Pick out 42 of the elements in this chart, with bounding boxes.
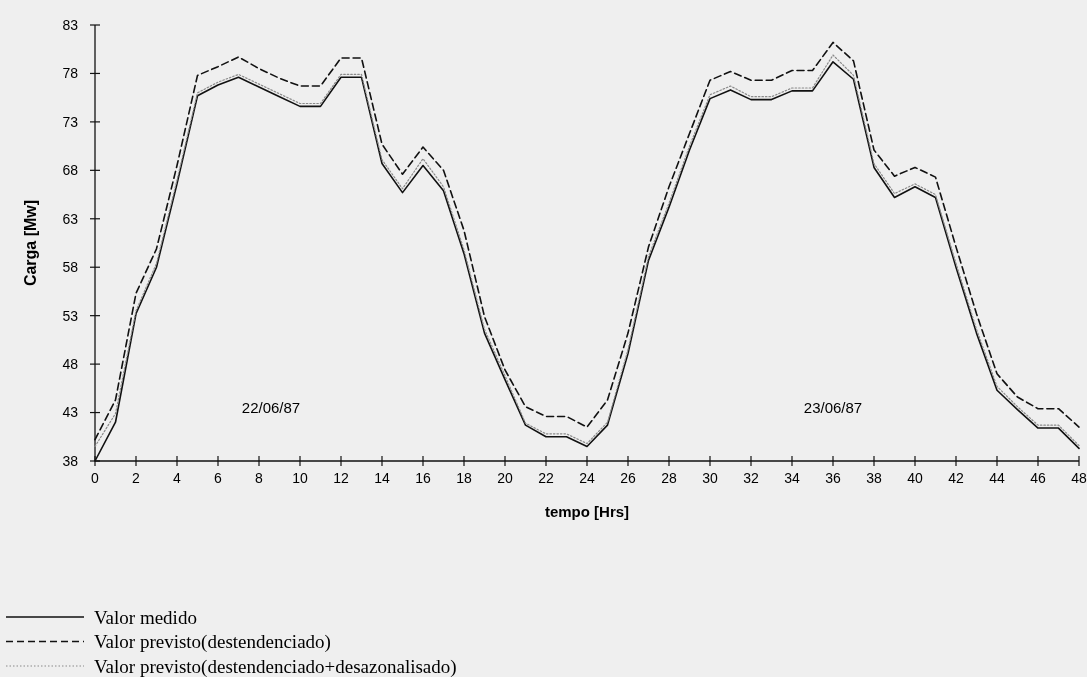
x-tick-label: 42 (948, 470, 964, 486)
x-tick-label: 32 (743, 470, 759, 486)
y-tick-label: 48 (62, 356, 79, 373)
x-tick-label: 20 (497, 470, 513, 486)
x-tick-label: 44 (989, 470, 1005, 486)
x-tick-label: 10 (292, 470, 308, 486)
x-tick-label: 16 (415, 470, 431, 486)
x-tick-label: 34 (784, 470, 800, 486)
x-tick-label: 46 (1030, 470, 1046, 486)
y-tick-label: 68 (62, 162, 79, 179)
x-tick-label: 8 (255, 470, 264, 486)
y-tick-label: 43 (62, 404, 79, 421)
x-tick-label: 38 (866, 470, 882, 486)
legend-label: Valor medido (94, 606, 197, 628)
x-axis-title: tempo [Hrs] (544, 503, 630, 520)
x-tick-label: 30 (702, 470, 718, 486)
x-tick-label: 36 (825, 470, 841, 486)
legend-label: Valor previsto(destendenciado+desazonalisado) (94, 655, 457, 677)
x-tick-label: 28 (661, 470, 677, 486)
y-tick-label: 83 (62, 16, 79, 33)
x-tick-label: 26 (620, 470, 636, 486)
y-tick-label: 63 (62, 210, 79, 227)
x-tick-label: 6 (214, 470, 223, 486)
x-tick-label: 22 (538, 470, 554, 486)
x-tick-label: 40 (907, 470, 923, 486)
x-tick-label: 18 (456, 470, 472, 486)
x-tick-label: 14 (374, 470, 390, 486)
x-tick-label: 4 (173, 470, 182, 486)
annotation: 23/06/87 (803, 399, 863, 417)
y-tick-label: 78 (62, 65, 79, 82)
x-tick-label: 12 (333, 470, 349, 486)
x-tick-label: 24 (579, 470, 595, 486)
legend-label: Valor previsto(destendenciado) (94, 631, 331, 654)
annotation: 22/06/87 (241, 399, 301, 417)
y-tick-label: 58 (62, 259, 79, 276)
x-tick-label: 0 (91, 470, 100, 486)
y-tick-label: 38 (62, 452, 79, 469)
y-tick-label: 73 (62, 113, 79, 130)
y-axis-title: Carga [Mw] (22, 199, 39, 287)
x-tick-label: 48 (1071, 470, 1087, 486)
x-tick-label: 2 (132, 470, 141, 486)
y-tick-label: 53 (62, 307, 79, 324)
